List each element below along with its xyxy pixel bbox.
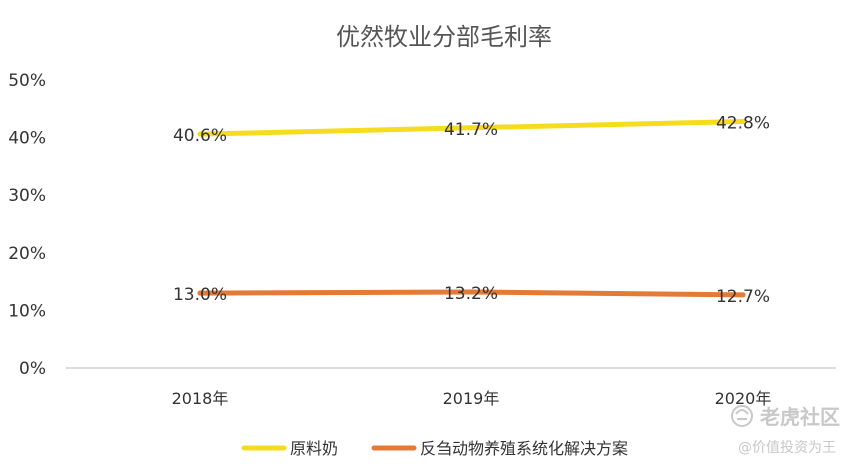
y-tick-label: 30% <box>8 186 46 206</box>
data-point <box>740 118 746 124</box>
y-tick-label: 10% <box>8 301 46 321</box>
data-label: 42.8% <box>716 113 770 133</box>
x-tick-label: 2020年 <box>715 389 772 408</box>
y-axis-ticks: 0% 10% 20% 30% 40% 50% <box>8 71 46 379</box>
legend-label-series-0: 原料奶 <box>290 439 338 458</box>
data-label: 13.2% <box>444 284 498 304</box>
data-point <box>197 290 203 296</box>
chart-title: 优然牧业分部毛利率 <box>336 23 552 51</box>
x-tick-label: 2018年 <box>172 389 229 408</box>
y-tick-label: 50% <box>8 71 46 91</box>
series-lines <box>197 118 746 298</box>
data-labels: 40.6% 41.7% 42.8% 13.0% 13.2% 12.7% <box>173 113 770 306</box>
data-label: 13.0% <box>173 285 227 305</box>
x-axis-ticks: 2018年 2019年 2020年 <box>172 389 772 408</box>
y-tick-label: 40% <box>8 129 46 149</box>
data-label: 41.7% <box>444 120 498 140</box>
y-tick-label: 0% <box>19 359 46 379</box>
legend: 原料奶 反刍动物养殖系统化解决方案 <box>241 439 628 458</box>
data-label: 40.6% <box>173 126 227 146</box>
data-label: 12.7% <box>716 287 770 307</box>
legend-label-series-1: 反刍动物养殖系统化解决方案 <box>420 439 628 458</box>
data-point <box>197 131 203 137</box>
watermark: 老虎社区 @价值投资为王 <box>731 405 840 456</box>
x-tick-label: 2019年 <box>443 389 500 408</box>
data-point <box>740 292 746 298</box>
watermark-author: @价值投资为王 <box>738 440 836 456</box>
data-point <box>468 125 474 131</box>
data-point <box>468 289 474 295</box>
y-tick-label: 20% <box>8 244 46 264</box>
tiger-logo-icon <box>731 405 753 427</box>
watermark-brand: 老虎社区 <box>760 405 840 429</box>
